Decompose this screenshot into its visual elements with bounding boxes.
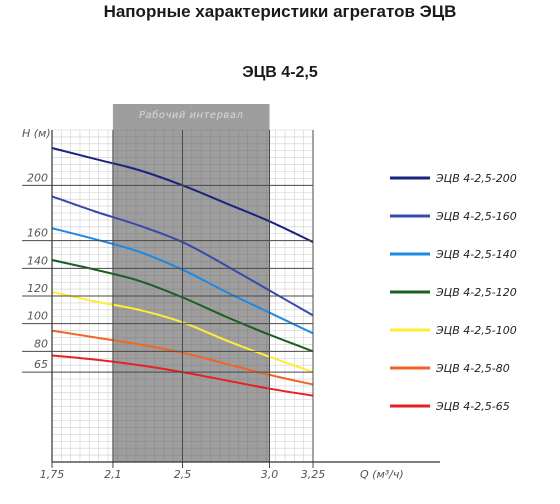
page-title: Напорные характеристики агрегатов ЭЦВ xyxy=(103,2,457,21)
x-axis-label: Q (м³/ч) xyxy=(360,468,404,481)
y-tick-label: 140 xyxy=(27,254,48,267)
x-tick-label: 2,1 xyxy=(104,468,122,481)
y-tick-label: 65 xyxy=(34,358,48,371)
legend-label-0: ЭЦВ 4-2,5-200 xyxy=(435,172,517,185)
working-range-label: Рабочий интервал xyxy=(139,109,243,121)
legend-label-3: ЭЦВ 4-2,5-120 xyxy=(435,286,517,299)
y-tick-label: 200 xyxy=(27,171,48,184)
axes: 65 80 100 120 140 160 200 1,75 2,1 2,5 3,0 3,25 H (м… xyxy=(22,127,440,481)
y-axis-label: H (м) xyxy=(22,127,51,140)
y-tick-label: 100 xyxy=(27,310,48,323)
legend-label-2: ЭЦВ 4-2,5-140 xyxy=(435,248,517,261)
legend: ЭЦВ 4-2,5-200 ЭЦВ 4-2,5-160 ЭЦВ 4-2,5-140 Э… xyxy=(390,172,517,413)
working-range-band: Рабочий интервал xyxy=(112,104,270,463)
legend-label-1: ЭЦВ 4-2,5-160 xyxy=(435,210,517,223)
y-tick-label: 80 xyxy=(34,337,48,350)
legend-label-6: ЭЦВ 4-2,5-65 xyxy=(435,400,510,413)
working-range-area xyxy=(112,104,270,462)
legend-label-5: ЭЦВ 4-2,5-80 xyxy=(435,362,510,375)
y-tick-label: 160 xyxy=(27,227,48,240)
x-tick-label: 2,5 xyxy=(174,468,192,481)
x-tick-label: 3,25 xyxy=(301,468,326,481)
x-tick-label: 1,75 xyxy=(40,468,65,481)
legend-label-4: ЭЦВ 4-2,5-100 xyxy=(435,324,517,337)
chart-title: ЭЦВ 4-2,5 xyxy=(242,64,318,81)
x-tick-label: 3,0 xyxy=(261,468,279,481)
y-tick-label: 120 xyxy=(27,282,48,295)
